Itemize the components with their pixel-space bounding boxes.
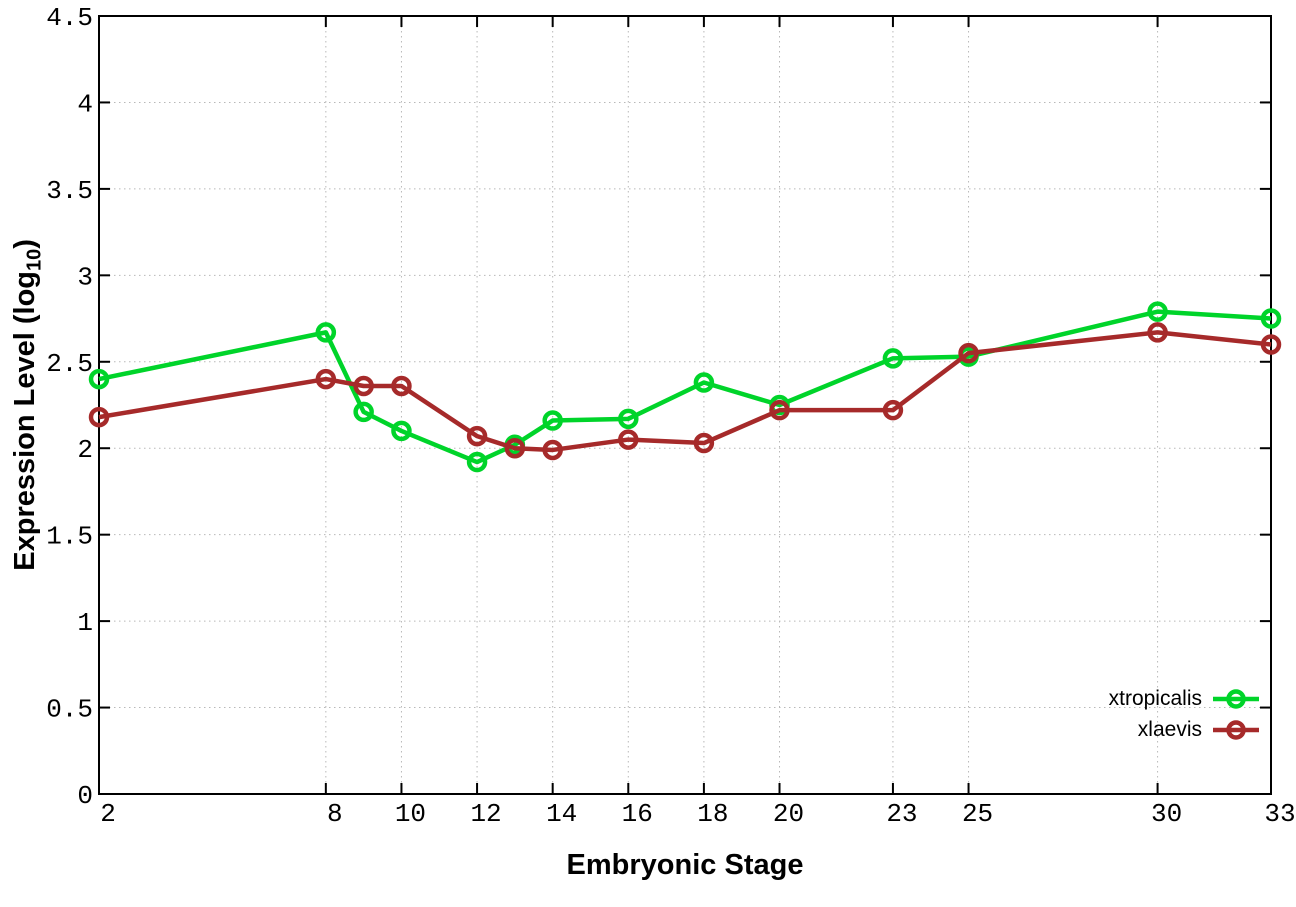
data-point-xlaevis [1260,334,1282,355]
y-tick-label: 0.5 [46,695,93,725]
x-tick-label: 10 [395,799,426,829]
x-tick-label: 16 [622,799,653,829]
data-point-xlaevis [88,406,110,428]
x-tick-label: 20 [773,799,804,829]
data-point-xlaevis [882,399,904,421]
data-point-xlaevis [769,399,790,421]
legend-line-circle-icon [1213,689,1259,709]
data-point-xtropicalis [1260,308,1282,329]
data-point-xtropicalis [391,420,412,442]
legend-label: xlaevis [1137,718,1202,741]
legend-label: xtropicalis [1108,687,1202,710]
legend: xtropicalis xlaevis [1109,686,1260,743]
data-point-xtropicalis [882,348,904,369]
x-tick-label: 2 [100,799,116,829]
data-point-xtropicalis [693,372,715,393]
x-tick-label: 18 [697,799,728,829]
y-tick-label: 3.5 [46,176,93,206]
y-tick-label: 3 [77,262,93,292]
data-point-xtropicalis [353,401,374,423]
legend-entry-xtropicalis: xtropicalis [1109,686,1260,712]
data-point-xtropicalis [88,368,110,390]
data-point-xlaevis [504,437,526,459]
data-point-xtropicalis [1147,301,1168,322]
y-tick-label: 4.5 [46,3,93,33]
legend-line-circle-icon [1213,720,1259,740]
y-tick-label: 1 [77,608,93,638]
data-point-xlaevis [618,429,639,450]
data-point-xtropicalis [315,322,337,343]
x-axis-title: Embryonic Stage [566,849,804,881]
x-tick-label: 25 [962,799,993,829]
data-point-xlaevis [958,342,979,364]
x-tick-label: 30 [1151,799,1182,829]
x-tick-label: 33 [1264,799,1295,829]
plot-border [98,15,1272,795]
data-point-xlaevis [466,425,488,447]
x-tick-label: 8 [327,799,343,829]
data-point-xlaevis [315,368,337,390]
data-point-xlaevis [391,375,412,397]
data-point-xtropicalis [466,451,488,473]
y-tick-label: 1.5 [46,522,93,552]
x-tick-label: 12 [470,799,501,829]
y-tick-label: 4 [77,89,93,119]
data-point-xlaevis [542,439,563,461]
legend-entry-xlaevis: xlaevis [1138,717,1260,743]
y-tick-label: 2.5 [46,349,93,379]
x-tick-label: 23 [886,799,917,829]
data-point-xlaevis [693,432,715,454]
data-point-xlaevis [353,375,374,397]
y-tick-label: 0 [77,781,93,811]
y-tick-label: 2 [77,435,93,465]
data-point-xtropicalis [542,410,563,431]
x-tick-label: 14 [546,799,577,829]
data-point-xlaevis [1147,322,1168,343]
data-point-xtropicalis [618,408,639,430]
